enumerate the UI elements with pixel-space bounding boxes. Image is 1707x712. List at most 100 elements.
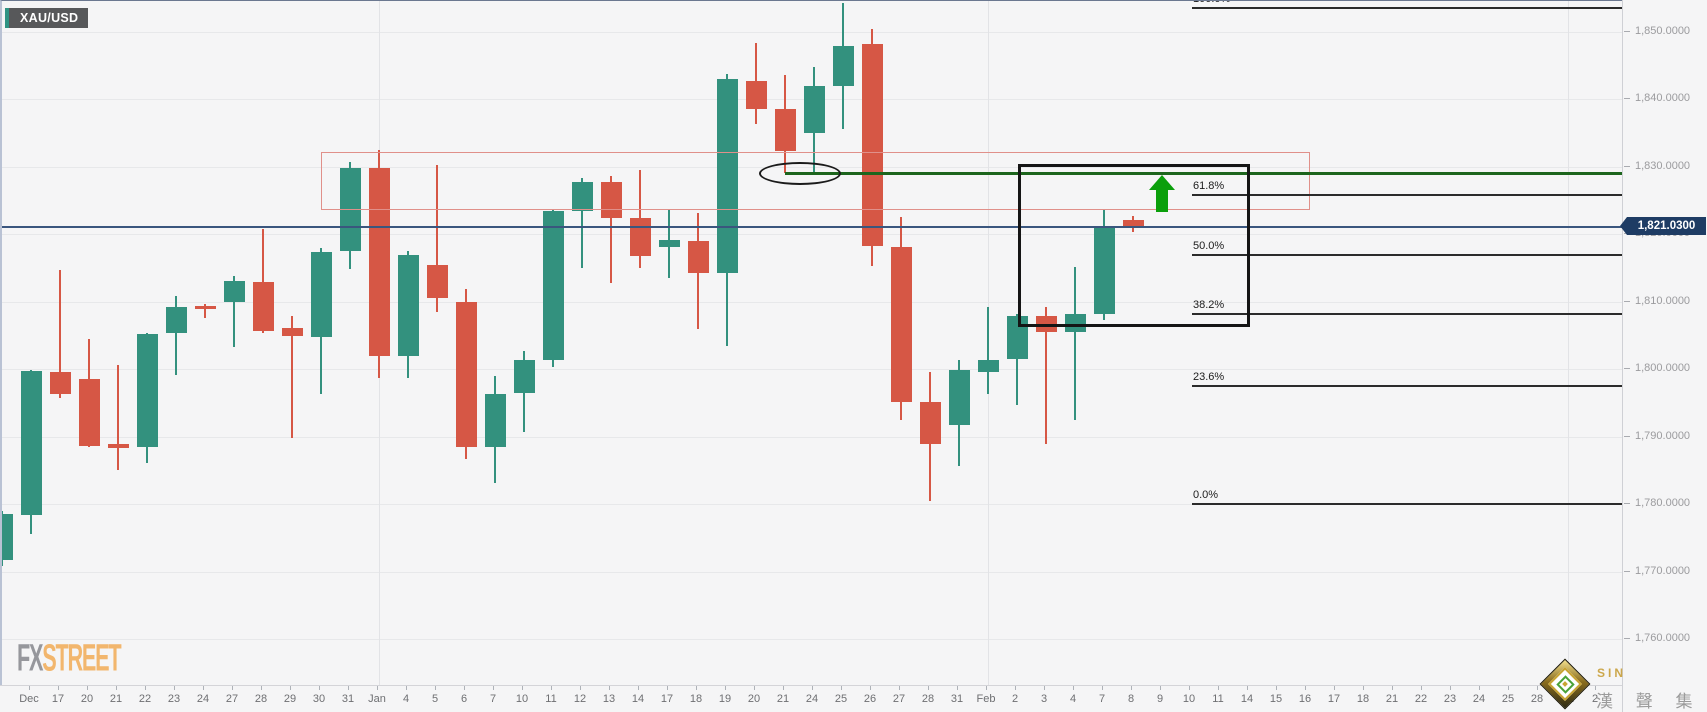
- symbol-label: XAU/USD: [20, 11, 79, 25]
- candle-wick: [117, 364, 119, 471]
- fib-label[interactable]: 100.0%: [1193, 1, 1230, 6]
- candle: [658, 240, 680, 247]
- price-axis-tick: [1624, 165, 1630, 167]
- time-axis-label: 7: [1098, 693, 1106, 705]
- time-axis-label: 8: [1127, 693, 1135, 705]
- candle-wick: [1074, 267, 1076, 421]
- time-axis-tick: [406, 686, 407, 690]
- candle: [397, 254, 419, 357]
- breakout-box-rectangle[interactable]: [1018, 163, 1251, 328]
- price-axis-tick: [1624, 30, 1630, 32]
- time-axis-label: 26: [863, 693, 877, 705]
- month-gridline: [1568, 1, 1569, 685]
- fxstreet-watermark: FXSTREET: [17, 637, 122, 680]
- price-axis-label: 1,780.0000: [1635, 497, 1691, 509]
- time-axis-label: Jan: [368, 693, 386, 705]
- price-axis-tick: [1624, 368, 1630, 369]
- time-axis-tick: [1537, 686, 1538, 690]
- time-axis-tick: [1363, 686, 1364, 690]
- price-chart-plot[interactable]: XAU/USD FXSTREET 100.0% 61.8% 50.0% 38.2% 23…: [0, 0, 1622, 685]
- candle: [948, 369, 970, 426]
- time-axis-label: 24: [196, 693, 210, 705]
- time-axis-label: 16: [1298, 693, 1312, 705]
- time-axis-label: 12: [573, 693, 587, 705]
- time-axis-label: 21: [776, 693, 790, 705]
- time-axis-tick: [1421, 686, 1422, 690]
- time-axis-label: 28: [254, 693, 268, 705]
- candle-wick: [204, 304, 206, 318]
- time-axis-label: 21: [1385, 693, 1399, 705]
- time-axis-label: 22: [138, 693, 152, 705]
- fib-line[interactable]: [1192, 194, 1622, 197]
- time-axis-tick: [464, 686, 465, 690]
- time-axis-label: 17: [51, 693, 65, 705]
- time-axis-tick: [87, 686, 88, 690]
- ellipse-highlight[interactable]: [758, 161, 841, 185]
- time-axis-label: 2: [1591, 693, 1599, 705]
- time-axis-tick: [522, 686, 523, 690]
- time-axis-tick: [1044, 686, 1045, 690]
- candle: [745, 80, 767, 110]
- candle: [455, 302, 477, 448]
- time-axis-label: 14: [1240, 693, 1254, 705]
- candle: [774, 109, 796, 151]
- fib-label[interactable]: 50.0%: [1193, 240, 1225, 253]
- up-arrow-shaft[interactable]: [1156, 189, 1168, 213]
- price-axis-tick: [1624, 435, 1630, 437]
- last-price-line: [2, 226, 1622, 228]
- price-axis-label: 1,790.0000: [1635, 429, 1691, 442]
- time-axis-tick: [116, 686, 117, 690]
- time-axis-label: 25: [834, 693, 848, 705]
- company-logo-diamond-icon: [1539, 658, 1591, 710]
- candle-wick: [59, 269, 61, 399]
- time-axis-tick: [957, 686, 958, 690]
- fib-label[interactable]: 23.6%: [1193, 371, 1225, 384]
- time-axis-tick: [841, 686, 842, 690]
- fib-line[interactable]: [1192, 312, 1622, 315]
- fib-line[interactable]: [1192, 254, 1622, 257]
- time-axis-label: 6: [460, 693, 468, 705]
- time-axis-tick: [638, 686, 639, 690]
- h-gridline: [2, 436, 1622, 438]
- time-axis-tick: [1131, 686, 1132, 690]
- time-axis-tick: [1508, 686, 1509, 690]
- time-axis-label: 2: [1011, 693, 1019, 705]
- time-axis-tick: [1247, 686, 1248, 690]
- time-axis-tick: [928, 686, 929, 690]
- time-axis-tick: [319, 686, 320, 690]
- company-name-latin: SIN: [1597, 666, 1627, 680]
- time-axis-tick: [290, 686, 291, 690]
- fib-label[interactable]: 38.2%: [1193, 298, 1225, 311]
- fib-label[interactable]: 61.8%: [1193, 180, 1225, 193]
- price-axis[interactable]: 1,821.0300 1,850.0000 1,840.0000 1,830.000…: [1620, 0, 1707, 712]
- fib-line[interactable]: [1192, 7, 1622, 10]
- time-axis-label: 24: [805, 693, 819, 705]
- time-axis-label: 23: [1443, 693, 1457, 705]
- time-axis-label: 23: [167, 693, 181, 705]
- time-axis-label: 4: [1069, 693, 1077, 705]
- fxstreet-watermark-street: STREET: [42, 637, 121, 680]
- time-axis-tick: [783, 686, 784, 690]
- time-axis-label: 15: [1269, 693, 1283, 705]
- time-axis[interactable]: Dec 17 20 21 22 23 24 27 28 29 30 31 Jan 4 5 6 7 10 11 12 13…: [0, 685, 1622, 712]
- time-axis-label: 11: [1212, 693, 1224, 705]
- fib-line[interactable]: [1192, 503, 1622, 506]
- time-axis-tick: [232, 686, 233, 690]
- candle-wick: [175, 296, 177, 376]
- time-axis-tick: [348, 686, 349, 690]
- time-axis-tick: [174, 686, 175, 690]
- breakout-ray-line[interactable]: [785, 171, 1622, 176]
- candle-wick: [1045, 306, 1047, 444]
- time-axis-tick: [696, 686, 697, 690]
- up-arrow-icon[interactable]: [1149, 175, 1175, 191]
- price-axis-label: 1,770.0000: [1635, 564, 1691, 577]
- time-axis-label: 30: [312, 693, 326, 705]
- time-axis-tick: [986, 686, 987, 690]
- h-gridline: [2, 31, 1622, 33]
- resistance-zone-rectangle[interactable]: [321, 151, 1310, 210]
- fib-label[interactable]: 0.0%: [1193, 489, 1219, 502]
- fib-line[interactable]: [1192, 385, 1622, 388]
- candle-wick: [262, 229, 264, 334]
- time-axis-label: 20: [80, 693, 94, 705]
